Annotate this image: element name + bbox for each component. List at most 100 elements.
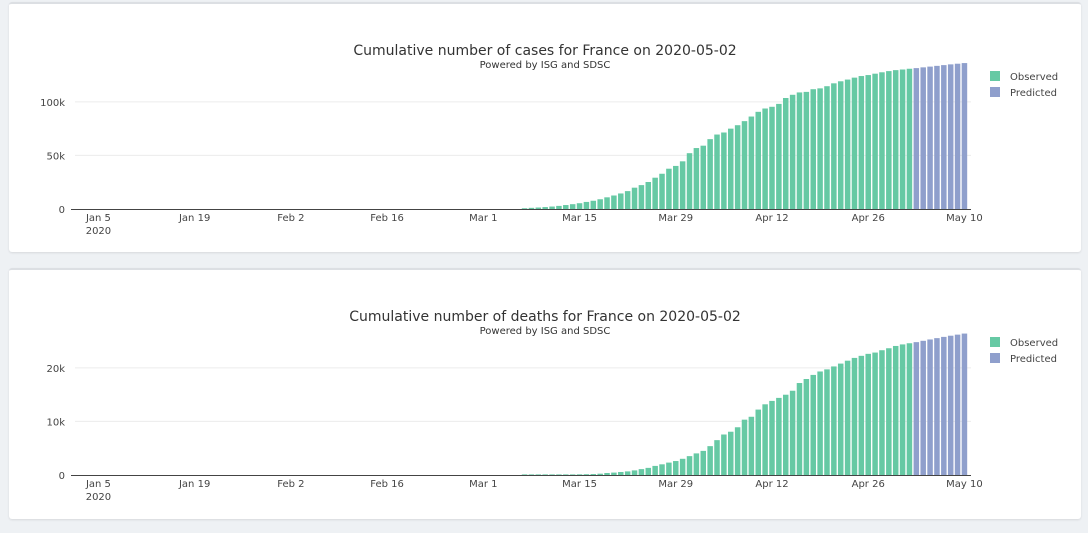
bar-observed[interactable] — [535, 474, 542, 475]
bar-observed[interactable] — [618, 193, 624, 209]
bar-observed[interactable] — [700, 145, 707, 209]
bar-observed[interactable] — [590, 474, 597, 475]
bar-observed[interactable] — [666, 168, 672, 209]
bar-observed[interactable] — [728, 128, 734, 209]
bar-observed[interactable] — [892, 70, 899, 209]
bar-observed[interactable] — [782, 98, 789, 209]
bar-predicted[interactable] — [947, 64, 954, 209]
bar-observed[interactable] — [611, 195, 617, 210]
bar-predicted[interactable] — [941, 336, 947, 475]
bar-observed[interactable] — [748, 116, 755, 209]
bar-observed[interactable] — [858, 76, 865, 209]
bar-observed[interactable] — [673, 165, 679, 209]
bar-observed[interactable] — [528, 474, 535, 475]
bar-predicted[interactable] — [927, 339, 933, 475]
bar-observed[interactable] — [659, 173, 665, 209]
bar-predicted[interactable] — [913, 68, 920, 209]
bar-observed[interactable] — [782, 394, 789, 475]
bar-observed[interactable] — [906, 343, 913, 475]
bar-observed[interactable] — [631, 187, 638, 209]
bar-observed[interactable] — [776, 103, 782, 209]
bar-observed[interactable] — [899, 344, 906, 475]
bar-observed[interactable] — [844, 360, 851, 475]
bar-observed[interactable] — [906, 68, 913, 209]
bar-observed[interactable] — [707, 446, 713, 475]
bar-observed[interactable] — [817, 371, 823, 475]
bar-observed[interactable] — [714, 440, 720, 475]
bar-observed[interactable] — [686, 153, 693, 209]
bar-observed[interactable] — [879, 72, 885, 209]
bar-observed[interactable] — [659, 464, 665, 475]
bar-observed[interactable] — [604, 197, 610, 209]
bar-observed[interactable] — [721, 132, 727, 210]
bar-observed[interactable] — [666, 462, 672, 475]
bar-predicted[interactable] — [961, 333, 968, 475]
bar-observed[interactable] — [755, 409, 762, 475]
bar-observed[interactable] — [638, 469, 645, 475]
bar-observed[interactable] — [796, 92, 803, 209]
bar-predicted[interactable] — [947, 335, 954, 475]
bar-observed[interactable] — [879, 350, 885, 475]
bar-observed[interactable] — [789, 94, 796, 209]
bar-observed[interactable] — [762, 404, 768, 475]
bar-observed[interactable] — [817, 88, 823, 209]
bar-observed[interactable] — [631, 470, 638, 475]
bar-observed[interactable] — [638, 185, 645, 209]
bar-observed[interactable] — [734, 125, 741, 209]
bar-observed[interactable] — [728, 431, 734, 475]
bar-predicted[interactable] — [954, 334, 961, 475]
bar-observed[interactable] — [810, 89, 816, 209]
bar-observed[interactable] — [590, 200, 597, 209]
bar-observed[interactable] — [535, 207, 542, 210]
bar-observed[interactable] — [741, 121, 748, 209]
bar-observed[interactable] — [707, 139, 713, 209]
bar-observed[interactable] — [542, 207, 548, 209]
bar-observed[interactable] — [624, 191, 631, 209]
bar-observed[interactable] — [831, 83, 837, 209]
bar-observed[interactable] — [679, 458, 686, 475]
bar-observed[interactable] — [844, 79, 851, 209]
bar-observed[interactable] — [769, 400, 775, 475]
bar-observed[interactable] — [679, 161, 686, 209]
bar-observed[interactable] — [583, 201, 590, 209]
bar-observed[interactable] — [583, 474, 590, 475]
bar-observed[interactable] — [789, 390, 796, 475]
bar-observed[interactable] — [521, 208, 528, 209]
bar-observed[interactable] — [714, 134, 720, 209]
bar-observed[interactable] — [872, 73, 878, 210]
bar-observed[interactable] — [542, 474, 548, 475]
bar-observed[interactable] — [576, 474, 583, 475]
bar-observed[interactable] — [886, 71, 892, 209]
bar-observed[interactable] — [837, 363, 844, 475]
bar-observed[interactable] — [563, 205, 569, 209]
bar-observed[interactable] — [776, 397, 782, 475]
bar-observed[interactable] — [762, 108, 768, 210]
bar-observed[interactable] — [886, 348, 892, 475]
bar-observed[interactable] — [556, 205, 562, 209]
bar-observed[interactable] — [618, 471, 624, 475]
bar-observed[interactable] — [673, 461, 679, 475]
bar-observed[interactable] — [865, 75, 871, 209]
bar-observed[interactable] — [892, 345, 899, 475]
bar-observed[interactable] — [899, 69, 906, 210]
bar-observed[interactable] — [803, 379, 810, 475]
bar-observed[interactable] — [851, 357, 858, 475]
bar-observed[interactable] — [748, 416, 755, 475]
bar-observed[interactable] — [624, 471, 631, 475]
bar-observed[interactable] — [734, 427, 741, 475]
bar-observed[interactable] — [865, 353, 871, 475]
bar-observed[interactable] — [837, 81, 844, 209]
bar-observed[interactable] — [824, 86, 830, 209]
bar-observed[interactable] — [693, 148, 700, 209]
bar-observed[interactable] — [597, 199, 603, 209]
bar-observed[interactable] — [824, 369, 830, 475]
bar-observed[interactable] — [810, 374, 816, 475]
bar-predicted[interactable] — [913, 342, 920, 475]
bar-observed[interactable] — [796, 383, 803, 475]
bar-observed[interactable] — [858, 355, 865, 475]
bar-observed[interactable] — [652, 177, 658, 209]
bar-observed[interactable] — [741, 419, 748, 475]
bar-observed[interactable] — [700, 450, 707, 475]
bar-observed[interactable] — [872, 352, 878, 475]
bar-predicted[interactable] — [920, 67, 926, 209]
